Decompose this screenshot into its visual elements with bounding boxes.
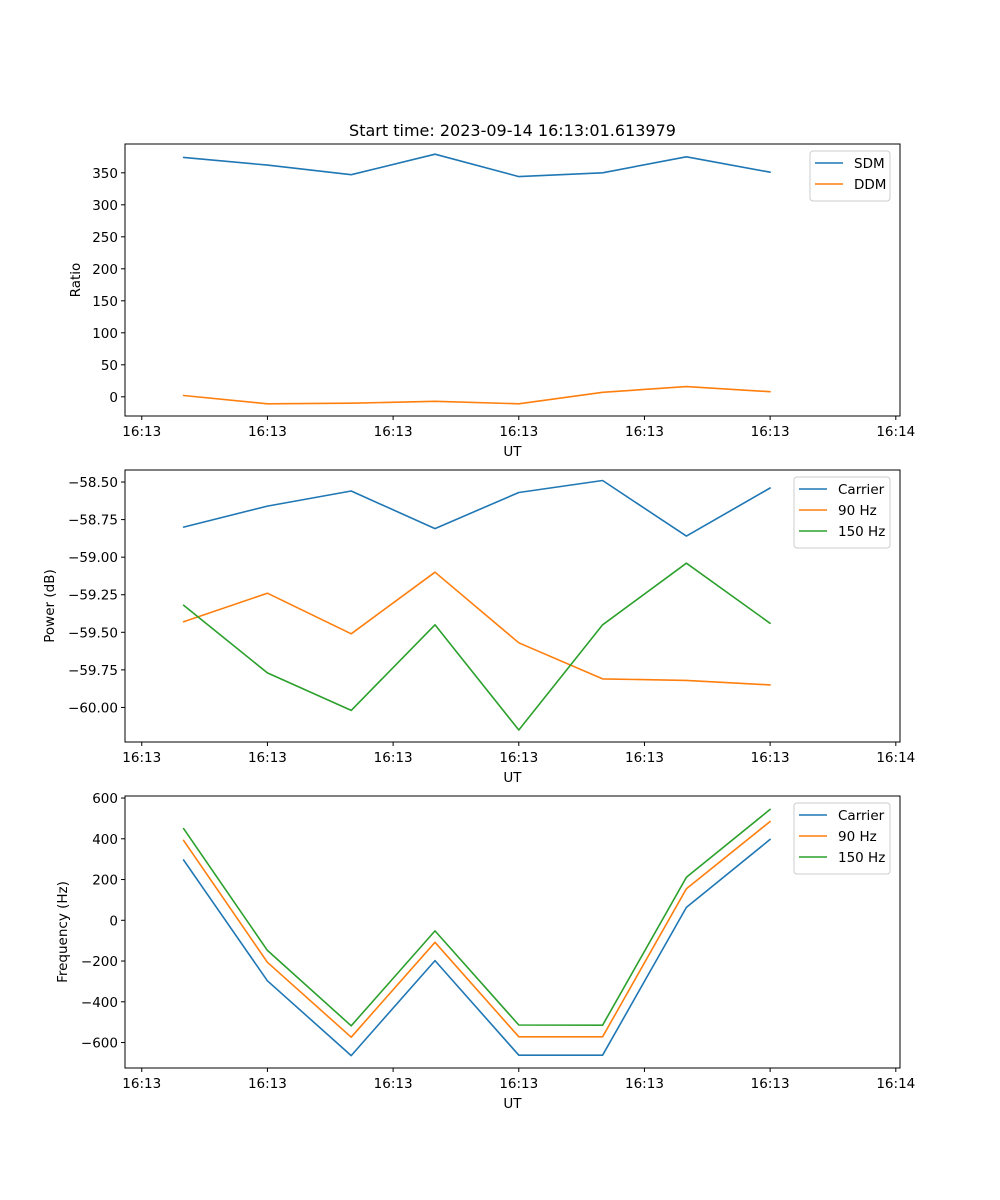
- x-axis-label: UT: [503, 444, 522, 460]
- x-axis-label: UT: [503, 1096, 522, 1112]
- y-tick-label: −400: [81, 995, 118, 1011]
- plot-area: [124, 469, 901, 743]
- y-tick-label: −59.75: [68, 663, 118, 679]
- x-tick-label: 16:13: [751, 424, 790, 440]
- y-axis-label: Frequency (Hz): [55, 881, 71, 983]
- legend: SDM DDM: [809, 150, 891, 202]
- y-tick-label: 0: [109, 913, 118, 929]
- legend-label: Carrier: [838, 808, 885, 824]
- x-tick-label: 16:13: [625, 424, 664, 440]
- subplot-2: 16:13 16:13 16:13 16:13 16:13 16:13 16:14 −60.0…: [42, 469, 915, 786]
- x-tick-label: 16:13: [625, 750, 664, 766]
- subplot-3: 16:13 16:13 16:13 16:13 16:13 16:13 16:14 −600 −…: [55, 791, 915, 1112]
- legend-label: DDM: [854, 177, 886, 193]
- legend-label: 150 Hz: [838, 850, 885, 866]
- y-tick-label: 0: [109, 390, 118, 406]
- x-tick-label: 16:13: [122, 424, 161, 440]
- x-tick-label: 16:13: [248, 1076, 287, 1092]
- figure-title: Start time: 2023-09-14 16:13:01.613979: [349, 121, 676, 140]
- y-tick-label: −60.00: [68, 700, 118, 716]
- y-axis-label: Power (dB): [42, 569, 58, 642]
- y-tick-label: −600: [81, 1036, 118, 1052]
- x-tick-label: 16:13: [374, 750, 413, 766]
- x-tick-label: 16:13: [248, 424, 287, 440]
- y-tick-label: 200: [92, 262, 118, 278]
- x-tick-label: 16:14: [876, 750, 915, 766]
- x-tick-label: 16:13: [625, 1076, 664, 1092]
- legend-label: 90 Hz: [838, 503, 877, 519]
- y-tick-label: 100: [92, 326, 118, 342]
- series-line-carrier: [182, 479, 771, 537]
- series-line-carrier: [182, 838, 771, 1057]
- legend: Carrier 90 Hz 150 Hz: [793, 802, 891, 875]
- x-tick-label: 16:14: [876, 1076, 915, 1092]
- y-tick-label: 600: [92, 791, 118, 807]
- y-tick-label: −58.50: [68, 475, 118, 491]
- y-tick-label: −59.00: [68, 550, 118, 566]
- x-tick-label: 16:13: [374, 1076, 413, 1092]
- x-tick-label: 16:14: [876, 424, 915, 440]
- y-tick-label: −59.50: [68, 625, 118, 641]
- legend: Carrier 90 Hz 150 Hz: [793, 476, 891, 549]
- y-tick-label: 200: [92, 873, 118, 889]
- legend-label: Carrier: [838, 482, 885, 498]
- x-tick-label: 16:13: [374, 424, 413, 440]
- y-tick-label: 50: [101, 358, 118, 374]
- y-tick-label: −58.75: [68, 513, 118, 529]
- x-tick-label: 16:13: [751, 1076, 790, 1092]
- x-axis-label: UT: [503, 770, 522, 786]
- x-tick-label: 16:13: [499, 1076, 538, 1092]
- subplots: 16:13 16:13 16:13 16:13 16:13 16:13 16:14 0 50 10…: [42, 143, 915, 1112]
- y-tick-label: 400: [92, 832, 118, 848]
- series-line-150-hz: [182, 562, 771, 731]
- y-tick-label: 150: [92, 294, 118, 310]
- series-line-90-hz: [182, 571, 771, 686]
- y-tick-label: −200: [81, 954, 118, 970]
- subplot-1: 16:13 16:13 16:13 16:13 16:13 16:13 16:14 0 50 10…: [68, 143, 915, 460]
- y-tick-label: −59.25: [68, 588, 118, 604]
- y-tick-label: 250: [92, 230, 118, 246]
- plot-area: [124, 795, 901, 1069]
- legend-label: 90 Hz: [838, 829, 877, 845]
- y-axis-label: Ratio: [68, 263, 84, 298]
- x-tick-label: 16:13: [751, 750, 790, 766]
- x-tick-label: 16:13: [248, 750, 287, 766]
- x-tick-label: 16:13: [122, 1076, 161, 1092]
- series-line-150-hz: [182, 808, 771, 1027]
- x-tick-label: 16:13: [122, 750, 161, 766]
- series-line-sdm: [182, 153, 771, 178]
- x-tick-label: 16:13: [499, 750, 538, 766]
- y-tick-label: 350: [92, 166, 118, 182]
- x-tick-label: 16:13: [499, 424, 538, 440]
- series-line-90-hz: [182, 820, 771, 1038]
- legend-label: SDM: [854, 156, 885, 172]
- series-line-ddm: [182, 385, 771, 405]
- plot-area: [124, 143, 901, 417]
- legend-label: 150 Hz: [838, 524, 885, 540]
- y-tick-label: 300: [92, 198, 118, 214]
